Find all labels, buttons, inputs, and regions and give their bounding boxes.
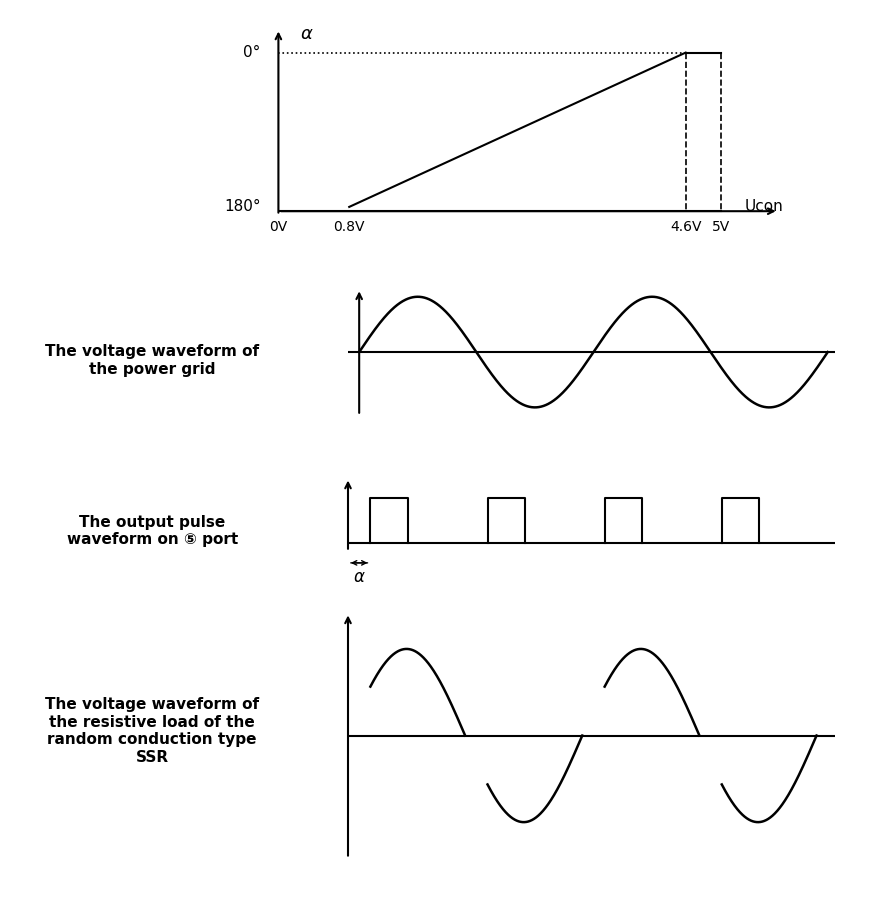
Text: The output pulse
waveform on ⑤ port: The output pulse waveform on ⑤ port [67, 515, 237, 547]
Text: 4.6V: 4.6V [669, 220, 700, 234]
Text: 5V: 5V [711, 220, 729, 234]
Text: 0°: 0° [243, 45, 261, 60]
Text: 0V: 0V [269, 220, 287, 234]
Text: 0.8V: 0.8V [333, 220, 365, 234]
Text: Ucon: Ucon [743, 199, 782, 214]
Text: α: α [354, 569, 364, 587]
Text: 180°: 180° [224, 199, 261, 214]
Text: The voltage waveform of
the power grid: The voltage waveform of the power grid [45, 344, 259, 377]
Text: The voltage waveform of
the resistive load of the
random conduction type
SSR: The voltage waveform of the resistive lo… [45, 698, 259, 764]
Text: α: α [300, 25, 312, 43]
